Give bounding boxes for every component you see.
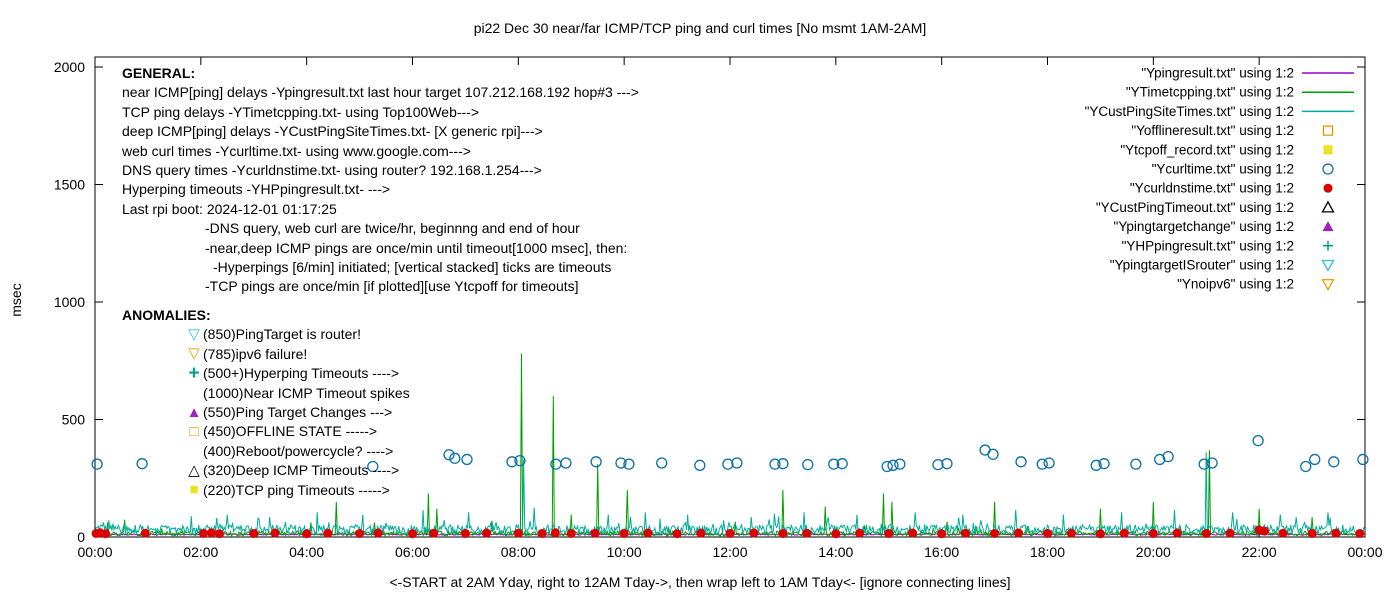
- legend-label: "YCustPingSiteTimes.txt" using 1:2: [1085, 104, 1294, 119]
- general-heading: GENERAL:: [122, 65, 196, 81]
- x-tick-label: 04:00: [289, 544, 324, 560]
- y-axis-label: msec: [8, 283, 24, 317]
- anomaly-notes: ANOMALIES: ▽ (850)PingTarget is router! ▽ (7…: [122, 306, 410, 500]
- x-tick-label: 14:00: [818, 544, 853, 560]
- triangle-open-icon: △: [188, 461, 200, 479]
- legend-label: "YTimetcpping.txt" using 1:2: [1126, 85, 1294, 100]
- legend-entry-ynoipv6: "Ynoipv6" using 1:2: [1177, 277, 1335, 292]
- y-tick-label: 500: [62, 412, 86, 428]
- general-line: -near,deep ICMP pings are once/min until…: [205, 239, 628, 256]
- y-tick-label: 0: [77, 529, 85, 545]
- legend-entry-ypingtargetisrouter: "YpingtargetISrouter" using 1:2: [1110, 258, 1335, 273]
- x-tick-label: 16:00: [924, 544, 959, 560]
- legend-entry-yofflineresult: "Yofflineresult.txt" using 1:2: [1131, 123, 1334, 138]
- x-tick-label: 08:00: [501, 544, 536, 560]
- general-line: web curl times -Ycurltime.txt- using www…: [122, 142, 471, 159]
- general-notes: GENERAL: near ICMP[ping] delays -Ypingres…: [122, 64, 639, 297]
- square-open-icon: □: [189, 423, 199, 441]
- general-line: -DNS query, web curl are twice/hr, begin…: [205, 220, 580, 237]
- legend-label: "Ycurldnstime.txt" using 1:2: [1130, 181, 1294, 196]
- general-line: -Hyperpings [6/min] initiated; [vertical…: [213, 259, 612, 276]
- general-line: -TCP pings are once/min [if plotted][use…: [205, 278, 579, 295]
- legend-label: "Ycurltime.txt" using 1:2: [1152, 162, 1294, 177]
- triangle-down-open-icon: ▽: [188, 326, 200, 344]
- anomaly-text: (785)ipv6 failure!: [203, 345, 308, 362]
- anomaly-item: ▲ (550)Ping Target Changes --->: [122, 403, 410, 422]
- anomaly-item: ▽ (850)PingTarget is router!: [122, 325, 410, 344]
- triangle-filled-icon: ▲: [186, 403, 202, 421]
- legend-label: "Yofflineresult.txt" using 1:2: [1131, 123, 1294, 138]
- anomaly-item: ▽ (785)ipv6 failure!: [122, 345, 410, 364]
- legend-entry-ytimetcpping: "YTimetcpping.txt" using 1:2: [1126, 85, 1354, 100]
- x-tick-label: 12:00: [712, 544, 747, 560]
- anomaly-item: △ (320)Deep ICMP Timeouts ---->: [122, 461, 410, 480]
- anomaly-text: (1000)Near ICMP Timeout spikes: [203, 384, 410, 401]
- y-tick-label: 1500: [54, 177, 85, 193]
- y-tick-label: 2000: [54, 59, 85, 75]
- legend-label: "Ytcpoff_record.txt" using 1:2: [1120, 142, 1294, 157]
- legend-label: "Ynoipv6" using 1:2: [1177, 277, 1294, 292]
- legend-entry-ycurltime: "Ycurltime.txt" using 1:2: [1152, 162, 1334, 177]
- anomalies-heading: ANOMALIES:: [122, 307, 211, 323]
- triangle-down-open-icon: ▽: [188, 345, 200, 363]
- x-tick-label: 10:00: [607, 544, 642, 560]
- x-tick-label: 02:00: [183, 544, 218, 560]
- anomaly-text: (220)TCP ping Timeouts ----->: [203, 481, 390, 498]
- plus-icon: +: [188, 362, 200, 384]
- legend-label: "YHPpingresult.txt" using 1:2: [1122, 238, 1294, 253]
- legend-label: "Ypingresult.txt" using 1:2: [1141, 66, 1294, 81]
- x-tick-label: 22:00: [1242, 544, 1277, 560]
- anomaly-text: (500+)Hyperping Timeouts ---->: [203, 365, 400, 382]
- legend-label: "YpingtargetISrouter" using 1:2: [1110, 258, 1294, 273]
- legend-entry-yhppingresult: "YHPpingresult.txt" using 1:2: [1122, 238, 1333, 253]
- anomaly-text: (400)Reboot/powercycle? ---->: [203, 442, 394, 459]
- general-line: near ICMP[ping] delays -Ypingresult.txt …: [122, 84, 639, 101]
- anomaly-item: (400)Reboot/powercycle? ---->: [122, 442, 410, 461]
- chart-title: pi22 Dec 30 near/far ICMP/TCP ping and c…: [473, 20, 927, 36]
- anomaly-text: (320)Deep ICMP Timeouts ---->: [203, 462, 400, 479]
- legend-entry-ycustpingtimeout: "YCustPingTimeout.txt" using 1:2: [1096, 200, 1335, 215]
- anomaly-item: ■ (220)TCP ping Timeouts ----->: [122, 481, 410, 500]
- legend-entry-ycurldnstime: "Ycurldnstime.txt" using 1:2: [1130, 181, 1333, 196]
- x-tick-label: 00:00: [1347, 544, 1382, 560]
- x-axis-label: <-START at 2AM Yday, right to 12AM Tday-…: [389, 574, 1011, 590]
- y-tick-label: 1000: [54, 294, 85, 310]
- x-tick-label: 06:00: [395, 544, 430, 560]
- anomaly-text: (550)Ping Target Changes --->: [203, 403, 393, 420]
- general-line: TCP ping delays -YTimetcpping.txt- using…: [122, 103, 480, 120]
- anomaly-text: (850)PingTarget is router!: [203, 326, 361, 343]
- legend-entry-ycustpingsitetimes: "YCustPingSiteTimes.txt" using 1:2: [1085, 104, 1354, 119]
- anomaly-item: (1000)Near ICMP Timeout spikes: [122, 384, 410, 403]
- x-tick-label: 20:00: [1136, 544, 1171, 560]
- square-filled-icon: ■: [189, 481, 199, 499]
- series-ycurldnstime: [91, 525, 1365, 539]
- x-tick-label: 00:00: [77, 544, 112, 560]
- general-line: Last rpi boot: 2024-12-01 01:17:25: [122, 200, 337, 217]
- legend-entry-ytcpoff_record: "Ytcpoff_record.txt" using 1:2: [1120, 142, 1333, 157]
- legend-label: "YCustPingTimeout.txt" using 1:2: [1096, 200, 1294, 215]
- general-line: Hyperping timeouts -YHPpingresult.txt- -…: [122, 181, 391, 198]
- legend-label: "Ypingtargetchange" using 1:2: [1114, 219, 1294, 234]
- anomaly-item: + (500+)Hyperping Timeouts ---->: [122, 364, 410, 383]
- anomaly-item: □ (450)OFFLINE STATE ----->: [122, 422, 410, 441]
- general-line: deep ICMP[ping] delays -YCustPingSiteTim…: [122, 123, 543, 140]
- legend-entry-ypingtargetchange: "Ypingtargetchange" using 1:2: [1114, 219, 1334, 234]
- anomaly-text: (450)OFFLINE STATE ----->: [203, 423, 378, 440]
- general-line: DNS query times -Ycurldnstime.txt- using…: [122, 162, 542, 179]
- legend-entry-ypingresult: "Ypingresult.txt" using 1:2: [1141, 66, 1354, 81]
- series-ycurltime: [91, 434, 1369, 473]
- x-tick-label: 18:00: [1030, 544, 1065, 560]
